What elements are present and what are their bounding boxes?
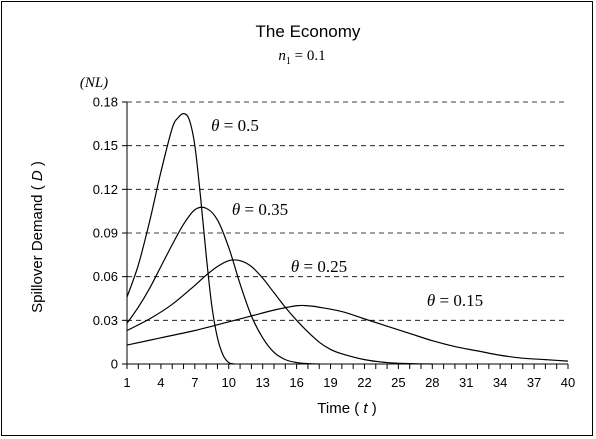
y-tick-label: 0.06: [93, 269, 118, 284]
x-tick-label: 4: [157, 375, 164, 390]
series-lines: [126, 113, 569, 365]
chart-subtitle: n1 = 0.1: [278, 48, 325, 67]
x-tick-label: 7: [191, 375, 198, 390]
y-tick-label: 0: [111, 357, 118, 372]
y-tick-label: 0.12: [93, 182, 118, 197]
series-label-2: θ = 0.25: [291, 257, 347, 276]
x-tick-label: 25: [391, 375, 405, 390]
series-label-1: θ = 0.35: [232, 200, 288, 219]
x-tick-label: 34: [493, 375, 507, 390]
x-tick-label: 1: [123, 375, 130, 390]
x-tick-label: 40: [561, 375, 575, 390]
series-line-0: [126, 113, 235, 365]
gridlines: [127, 101, 568, 321]
series-labels: θ = 0.5 θ = 0.35 θ = 0.25 θ = 0.15: [211, 116, 483, 310]
x-tick-label: 31: [459, 375, 473, 390]
y-tick-label: 0.09: [93, 226, 118, 241]
y-tick-label: 0.18: [93, 95, 118, 110]
x-tick-label: 16: [289, 375, 303, 390]
y-tick-label: 0.15: [93, 138, 118, 153]
x-tick-label: 37: [527, 375, 541, 390]
y-axis-title: Spillover Demand ( D ): [29, 161, 46, 313]
x-tick-label: 10: [222, 375, 236, 390]
unit-label: (NL): [80, 75, 108, 91]
x-axis-title: Time ( t ): [317, 400, 376, 417]
series-line-3: [126, 304, 569, 362]
x-tick-label: 28: [425, 375, 439, 390]
series-label-0: θ = 0.5: [211, 116, 259, 135]
series-line-2: [126, 259, 433, 365]
series-line-1: [126, 206, 320, 365]
series-label-3: θ = 0.15: [427, 291, 483, 310]
chart-title: The Economy: [256, 22, 361, 41]
x-tick-label: 19: [323, 375, 337, 390]
x-tick-label: 22: [357, 375, 371, 390]
x-axis-ticks: 1 4 7 10 13 16 19 22 25 28 31 34 37 40: [123, 364, 575, 390]
x-tick-label: 13: [255, 375, 269, 390]
y-axis-ticks: 0 0.03 0.06 0.09 0.12 0.15 0.18: [93, 95, 127, 372]
y-tick-label: 0.03: [93, 313, 118, 328]
